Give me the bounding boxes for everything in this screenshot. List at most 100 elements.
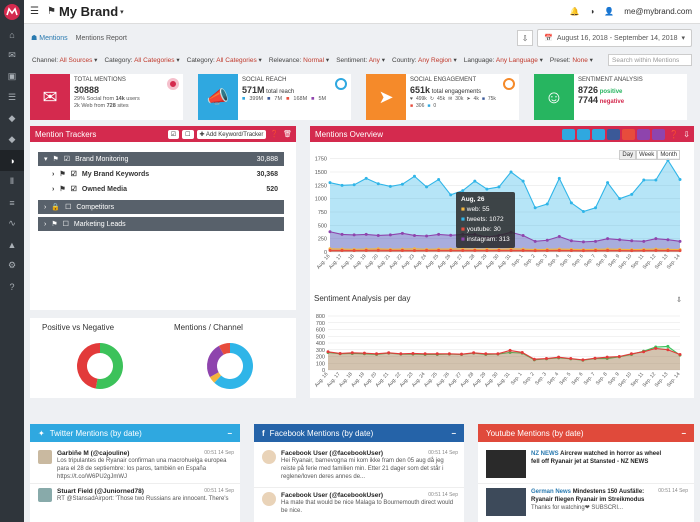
list-item[interactable]: Facebook User (@facebookUser) Hei Ryanai… (254, 446, 464, 488)
range-day-button[interactable]: Day (619, 150, 637, 160)
filter-dropdown[interactable]: Country: Any Region ▾ (392, 56, 457, 64)
tracker-name: Marketing Leads (73, 220, 126, 228)
filter-dropdown[interactable]: Language: Any Language ▾ (464, 56, 543, 64)
theme-toggle-icon[interactable]: ◑ (589, 7, 595, 16)
heart-icon: ♥ (410, 96, 413, 102)
brand-name[interactable]: My Brand (58, 4, 119, 19)
panel-title: Twitter Mentions (by date) (49, 428, 142, 438)
checkbox[interactable]: ☑ (63, 156, 71, 163)
facebook-toggle-icon[interactable] (607, 128, 621, 140)
web-count: 2k (74, 103, 80, 109)
select-none-button[interactable]: ☐ (182, 129, 194, 139)
collapse-icon[interactable]: ▾ (44, 156, 48, 163)
tracker-row[interactable]: › ⚑ ☑ Owned Media 520 (46, 182, 284, 196)
download-icon[interactable]: ⇩ (683, 129, 690, 139)
range-month-button[interactable]: Month (657, 150, 680, 160)
download-icon[interactable]: ⇩ (676, 297, 682, 304)
twitter-alt-toggle-icon[interactable] (592, 128, 606, 140)
select-all-button[interactable]: ☑ (167, 129, 180, 139)
filter-dropdown[interactable]: Sentiment: Any ▾ (336, 56, 385, 64)
negative-point (496, 352, 500, 356)
gear-icon[interactable]: ⚙ (7, 260, 17, 270)
twitter-toggle-icon[interactable] (577, 128, 591, 140)
checkbox[interactable]: ☑ (70, 171, 77, 178)
social-reach-card[interactable]: 📣 SOCIAL REACH 571M total reach ■ 399M ■ 7… (198, 74, 351, 120)
youtube-point (485, 249, 489, 253)
list-item[interactable]: Stuart Field (@Juniorned78) RT @StansadA… (30, 484, 240, 522)
app-logo[interactable] (0, 0, 24, 24)
help-icon[interactable]: ❓ (669, 129, 680, 139)
filter-dropdown[interactable]: Category: All Categories ▾ (187, 56, 262, 64)
help-icon[interactable]: ? (9, 281, 15, 292)
video-thumbnail[interactable] (486, 488, 526, 516)
tracker-row[interactable]: ▾ ⚑ ☑ Brand Monitoring 30,888 (38, 152, 284, 166)
checkbox[interactable]: ☐ (65, 204, 72, 211)
sentiment-card[interactable]: ☺ SENTIMENT ANALYSIS 8726 positive 7744 … (534, 74, 687, 120)
collapse-button[interactable]: − (451, 428, 456, 438)
help-icon[interactable]: ❓ (270, 131, 280, 138)
instagram-point (606, 237, 610, 241)
filter-dropdown[interactable]: Channel: All Sources ▾ (32, 56, 97, 64)
user-email[interactable]: me@mybrand.com (624, 7, 692, 16)
delete-icon[interactable]: 🗑 (283, 131, 292, 138)
card-title: SOCIAL REACH (242, 77, 287, 83)
social-engagement-card[interactable]: ➤ SOCIAL ENGAGEMENT 651k total engagemen… (366, 74, 519, 120)
date-range-picker[interactable]: 📅 August 16, 2018 - September 14, 2018 ▾ (537, 29, 692, 47)
filter-dropdown[interactable]: Relevance: Normal ▾ (269, 56, 329, 64)
panel-title: Youtube Mentions (by date) (486, 428, 584, 438)
list-item[interactable]: German News Mindestens 150 Ausfälle: Rya… (478, 484, 694, 522)
bell-icon[interactable]: 🔔 (569, 7, 580, 16)
flag-icon: ⚑ (59, 186, 66, 193)
list-item[interactable]: NZ NEWS Aircrew watched in horror as whe… (478, 446, 694, 484)
tag-icon[interactable]: ◆ (8, 134, 16, 144)
checkbox[interactable]: ☑ (70, 186, 77, 193)
web-toggle-icon[interactable] (562, 128, 576, 140)
collapse-button[interactable]: − (227, 428, 232, 438)
image-icon[interactable]: ▣ (7, 71, 17, 81)
total-mentions-card[interactable]: ✉ TOTAL MENTIONS 30888 29% Social from 1… (30, 74, 183, 120)
home-icon[interactable]: ⌂ (9, 29, 15, 40)
filter-dropdown[interactable]: Preset: None ▾ (550, 56, 593, 64)
collapse-button[interactable]: − (681, 428, 686, 438)
post-list: Facebook User (@facebookUser) Hei Ryanai… (254, 442, 464, 522)
tab-mentions[interactable]: ☗ Mentions (31, 35, 68, 42)
y-tick-label: 700 (316, 321, 325, 327)
video-thumbnail[interactable] (486, 450, 526, 478)
tag-icon[interactable]: ◆ (8, 113, 16, 123)
hamburger-icon[interactable]: ☰ (30, 6, 39, 17)
negative-label: negative (598, 99, 625, 105)
expand-icon[interactable]: › (52, 185, 55, 193)
tweets-point (352, 183, 356, 187)
expand-icon[interactable]: › (52, 170, 55, 178)
chevron-down-icon: ▾ (537, 57, 543, 64)
list-item[interactable]: Facebook User (@facebookUser) Ha mate th… (254, 488, 464, 522)
filter-value: None (572, 57, 588, 64)
inbox-icon[interactable]: ✉ (8, 50, 16, 60)
expand-icon[interactable]: › (44, 220, 47, 228)
retweet-icon: ↻ (429, 96, 435, 102)
circle-half-icon[interactable]: ◑ (0, 150, 24, 171)
youtube-toggle-icon[interactable] (622, 128, 636, 140)
user-avatar-icon[interactable]: 👤 (604, 7, 615, 16)
instagram-point (352, 233, 356, 237)
post-link[interactable]: https://t.co/W6PU2gJmWJ (57, 474, 128, 480)
tracker-row[interactable]: › ⚑ ☐ Marketing Leads (38, 217, 284, 231)
instagram-toggle-icon[interactable] (637, 128, 651, 140)
forum-toggle-icon[interactable] (652, 128, 666, 140)
search-input[interactable]: Search within Mentions (608, 54, 692, 66)
tracker-row[interactable]: › 🔒 ☐ Competitors (38, 200, 284, 214)
range-week-button[interactable]: Week (636, 150, 658, 160)
filter-dropdown[interactable]: Category: All Categories ▾ (104, 56, 179, 64)
tracker-row[interactable]: › ⚑ ☑ My Brand Keywords 30,368 (46, 167, 284, 181)
area-chart-icon[interactable]: ▲ (7, 239, 17, 250)
download-button[interactable]: ⇩ (517, 30, 534, 46)
chevron-down-icon[interactable]: ▾ (120, 8, 124, 16)
bar-chart-icon[interactable]: Ⅱ (9, 176, 15, 186)
poll-icon[interactable]: ≡ (9, 197, 15, 208)
checkbox[interactable]: ☐ (62, 221, 69, 228)
list-item[interactable]: Garbiñe M (@cajouline) Los tripulantes d… (30, 446, 240, 484)
expand-icon[interactable]: › (44, 203, 47, 211)
line-chart-icon[interactable]: ∿ (8, 218, 16, 228)
document-icon[interactable]: ☰ (7, 92, 17, 102)
add-tracker-button[interactable]: ✚ Add Keyword/Tracker (196, 129, 267, 139)
